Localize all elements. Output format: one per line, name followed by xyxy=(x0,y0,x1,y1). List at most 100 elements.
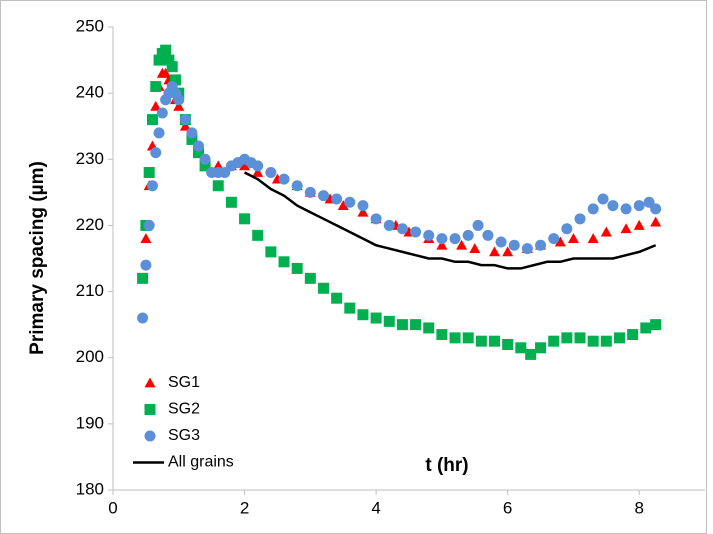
y-tick-label: 230 xyxy=(76,149,104,168)
data-point xyxy=(396,319,408,331)
data-point xyxy=(140,259,152,271)
data-point xyxy=(199,153,211,165)
data-point xyxy=(212,180,224,192)
data-point xyxy=(502,338,514,350)
data-point xyxy=(370,312,382,324)
data-point xyxy=(521,243,533,255)
data-point xyxy=(370,213,382,225)
data-point xyxy=(357,309,369,321)
data-point xyxy=(472,219,484,231)
data-point xyxy=(475,335,487,347)
legend-swatch xyxy=(144,404,156,415)
data-point xyxy=(143,167,155,179)
data-point xyxy=(627,329,639,341)
data-point xyxy=(548,335,560,347)
data-point xyxy=(344,196,356,208)
data-point xyxy=(153,54,165,66)
data-point xyxy=(150,81,162,93)
data-point xyxy=(193,140,205,152)
data-point xyxy=(278,173,290,185)
data-point xyxy=(597,193,609,205)
data-point xyxy=(150,100,162,111)
data-point xyxy=(344,302,356,314)
data-point xyxy=(436,329,448,341)
data-point xyxy=(331,193,343,205)
data-point xyxy=(331,292,343,304)
data-point xyxy=(495,236,507,248)
data-point xyxy=(357,206,369,217)
data-point xyxy=(449,332,461,344)
data-point xyxy=(462,332,474,344)
data-point xyxy=(225,196,237,208)
data-point xyxy=(179,120,191,131)
data-point xyxy=(633,219,645,230)
legend-text: SG1 xyxy=(168,374,200,391)
data-point xyxy=(169,74,181,86)
data-point xyxy=(239,213,251,225)
data-point xyxy=(574,213,586,225)
data-point xyxy=(337,200,349,210)
data-point xyxy=(561,223,573,235)
data-point xyxy=(186,127,198,139)
data-point xyxy=(193,147,205,159)
data-point xyxy=(525,348,537,360)
data-point xyxy=(317,190,329,202)
data-point xyxy=(548,233,560,245)
data-point xyxy=(160,44,172,56)
data-point xyxy=(146,114,158,126)
data-point xyxy=(613,332,625,344)
data-point xyxy=(640,322,652,334)
data-point xyxy=(410,226,422,238)
x-tick-label: 8 xyxy=(634,498,643,517)
data-point xyxy=(620,223,632,234)
data-point xyxy=(423,229,435,241)
data-point xyxy=(291,180,303,192)
data-point xyxy=(535,239,547,251)
y-tick-label: 250 xyxy=(76,16,104,35)
data-point xyxy=(561,332,573,344)
data-point xyxy=(482,229,494,241)
data-point xyxy=(600,226,612,237)
data-point xyxy=(150,147,162,159)
data-point xyxy=(137,272,149,284)
series-line xyxy=(243,171,657,270)
x-tick-label: 2 xyxy=(240,498,249,517)
y-tick-label: 190 xyxy=(76,413,104,432)
y-tick-label: 240 xyxy=(76,83,104,102)
x-axis-title: t (hr) xyxy=(425,455,468,476)
x-tick-label: 4 xyxy=(371,498,380,517)
data-point xyxy=(383,219,395,231)
data-point xyxy=(252,229,264,241)
data-point xyxy=(650,216,662,227)
data-point xyxy=(160,67,172,78)
y-tick-label: 220 xyxy=(76,215,104,234)
data-point xyxy=(515,342,527,354)
data-point xyxy=(304,272,316,284)
data-point xyxy=(502,246,514,257)
y-tick-label: 210 xyxy=(76,281,104,300)
data-point xyxy=(239,160,251,171)
data-point xyxy=(462,229,474,241)
data-point xyxy=(587,233,599,244)
data-point xyxy=(587,335,599,347)
data-point xyxy=(140,233,152,244)
data-point xyxy=(137,312,149,324)
data-point xyxy=(489,335,501,347)
data-point xyxy=(304,186,316,198)
data-point xyxy=(383,315,395,327)
data-point xyxy=(252,160,264,172)
legend-text: All grains xyxy=(168,454,234,471)
legend-swatch xyxy=(144,430,156,442)
data-point xyxy=(179,114,191,126)
data-point xyxy=(469,243,481,253)
data-point xyxy=(489,246,501,257)
data-point xyxy=(410,319,422,331)
data-point xyxy=(173,100,185,111)
data-point xyxy=(620,203,632,215)
data-point xyxy=(173,94,185,106)
data-point xyxy=(456,239,468,250)
data-point xyxy=(153,127,165,139)
data-point xyxy=(574,332,586,344)
data-point xyxy=(423,322,435,334)
